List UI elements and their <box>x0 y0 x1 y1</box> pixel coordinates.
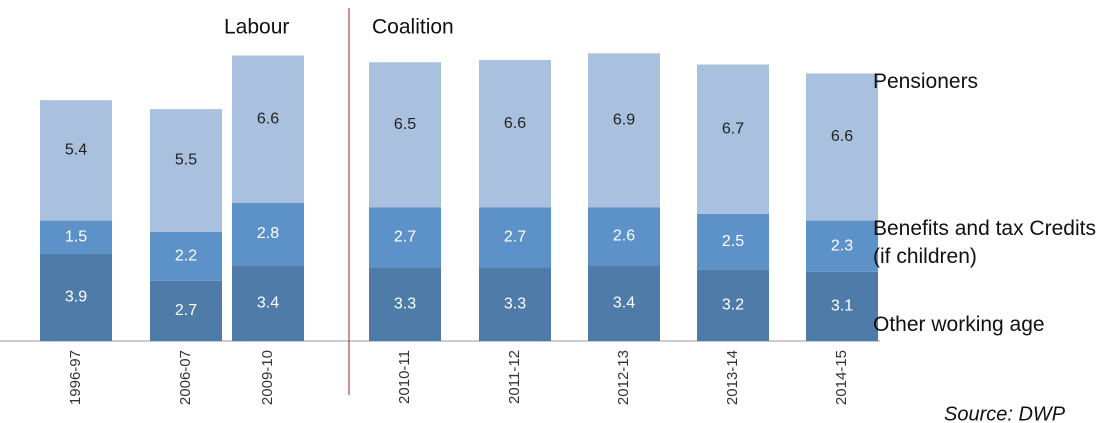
bar-segment <box>806 73 878 221</box>
value-label: 2.2 <box>175 247 197 264</box>
bar-segment <box>588 53 660 208</box>
value-label: 2.3 <box>831 237 853 254</box>
bar-segment <box>806 220 878 272</box>
value-label: 6.6 <box>257 110 279 127</box>
value-label: 5.4 <box>65 142 87 159</box>
bar-segment <box>150 231 222 281</box>
value-label: 3.4 <box>257 294 279 311</box>
value-label: 3.3 <box>394 295 416 312</box>
value-label: 2.7 <box>175 302 197 319</box>
bar-segment <box>697 213 769 270</box>
value-label: 3.4 <box>613 294 635 311</box>
bar-segment <box>150 109 222 232</box>
value-label: 6.6 <box>831 128 853 145</box>
bar-segment <box>369 267 441 341</box>
annotation: Coalition <box>372 16 454 39</box>
bar-segment <box>479 267 551 341</box>
source: Source: DWP <box>944 403 1066 423</box>
x-tick-label: 2006-07 <box>177 350 194 405</box>
bar-segment <box>369 62 441 208</box>
value-label: 3.3 <box>504 295 526 312</box>
bar-segment <box>479 60 551 208</box>
x-tick-label: 2012-13 <box>615 350 632 405</box>
bar-segment <box>232 55 304 203</box>
legend-entry: Other working age <box>873 313 1045 336</box>
value-label: 2.5 <box>722 233 744 250</box>
value-label: 2.6 <box>613 227 635 244</box>
bar-segment <box>232 265 304 341</box>
value-label: 3.2 <box>722 297 744 314</box>
value-label: 3.1 <box>831 298 853 315</box>
value-label: 3.9 <box>65 289 87 306</box>
bar-segment <box>40 100 112 221</box>
x-tick-label: 1996-97 <box>67 350 84 405</box>
legend-entry: Pensioners <box>873 70 979 93</box>
value-label: 2.7 <box>394 229 416 246</box>
annotation: Labour <box>224 16 289 39</box>
bar-segment <box>40 220 112 255</box>
value-label: 2.7 <box>504 229 526 246</box>
bar-segment <box>588 207 660 266</box>
x-tick-label: 2009-10 <box>259 350 276 405</box>
value-label: 6.9 <box>613 111 635 128</box>
legend-entry: Benefits and tax Credits (if children) <box>873 217 1096 268</box>
bar-segment <box>369 207 441 268</box>
bar-segment <box>40 254 112 341</box>
x-tick-label: 2013-14 <box>724 350 741 405</box>
bar-segment <box>232 202 304 266</box>
bar-segment <box>697 269 769 341</box>
x-tick-label: 2010-11 <box>396 350 413 404</box>
bar-segment <box>806 271 878 341</box>
x-tick-label: 2014-15 <box>833 350 850 405</box>
bar-segment <box>588 265 660 341</box>
bar-segment <box>697 64 769 214</box>
value-label: 2.8 <box>257 225 279 242</box>
value-label: 6.6 <box>504 115 526 132</box>
value-label: 1.5 <box>65 229 87 246</box>
bar-segment <box>479 207 551 268</box>
bar-segment <box>150 280 222 341</box>
value-label: 5.5 <box>175 152 197 169</box>
value-label: 6.7 <box>722 120 744 137</box>
value-label: 6.5 <box>394 116 416 133</box>
x-tick-label: 2011-12 <box>506 350 523 404</box>
